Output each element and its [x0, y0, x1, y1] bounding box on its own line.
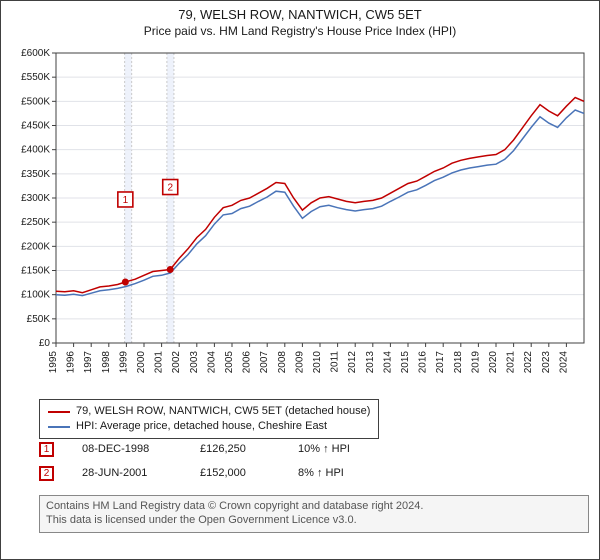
svg-text:2000: 2000 — [136, 351, 147, 374]
footer-line: This data is licensed under the Open Gov… — [46, 514, 582, 528]
svg-text:2023: 2023 — [541, 351, 552, 374]
sale-price: £152,000 — [200, 467, 270, 479]
footer-line: Contains HM Land Registry data © Crown c… — [46, 500, 582, 514]
price-chart: £0 £50K £100K £150K £200K £250K £300K £350K £400… — [8, 47, 594, 391]
svg-text:2021: 2021 — [506, 351, 517, 374]
sales-table: 1 08-DEC-1998 £126,250 10% ↑ HPI 2 28-JU… — [39, 437, 388, 485]
sale-date: 08-DEC-1998 — [82, 443, 172, 455]
sale-hpi-delta: 10% ↑ HPI — [298, 443, 388, 455]
svg-text:£300K: £300K — [21, 193, 50, 204]
svg-text:£100K: £100K — [21, 290, 50, 301]
svg-text:1996: 1996 — [66, 351, 77, 374]
svg-text:2003: 2003 — [189, 351, 200, 374]
svg-text:2008: 2008 — [277, 351, 288, 374]
svg-text:£450K: £450K — [21, 121, 50, 132]
svg-text:1995: 1995 — [48, 351, 59, 374]
chart-subtitle: Price paid vs. HM Land Registry's House … — [1, 24, 599, 38]
sale-marker-icon: 2 — [39, 466, 54, 481]
svg-text:1997: 1997 — [83, 351, 94, 374]
svg-text:2024: 2024 — [558, 351, 569, 374]
sale-price: £126,250 — [200, 443, 270, 455]
svg-text:£550K: £550K — [21, 72, 50, 83]
svg-text:£250K: £250K — [21, 217, 50, 228]
svg-text:2014: 2014 — [382, 351, 393, 374]
svg-text:2012: 2012 — [347, 351, 358, 374]
svg-text:2018: 2018 — [453, 351, 464, 374]
svg-text:2005: 2005 — [224, 351, 235, 374]
svg-text:2016: 2016 — [418, 351, 429, 374]
chart-title: 79, WELSH ROW, NANTWICH, CW5 5ET — [1, 7, 599, 22]
legend-item: HPI: Average price, detached house, Ches… — [48, 419, 370, 434]
legend-swatch-price — [48, 411, 70, 413]
svg-text:2020: 2020 — [488, 351, 499, 374]
svg-text:2007: 2007 — [259, 351, 270, 374]
svg-text:£600K: £600K — [21, 48, 50, 59]
license-footer: Contains HM Land Registry data © Crown c… — [39, 495, 589, 533]
svg-text:2019: 2019 — [470, 351, 481, 374]
chart-legend: 79, WELSH ROW, NANTWICH, CW5 5ET (detach… — [39, 399, 379, 439]
svg-text:2006: 2006 — [242, 351, 253, 374]
svg-text:2015: 2015 — [400, 351, 411, 374]
svg-text:£50K: £50K — [27, 314, 51, 325]
svg-text:£200K: £200K — [21, 241, 50, 252]
svg-text:2013: 2013 — [365, 351, 376, 374]
legend-label: 79, WELSH ROW, NANTWICH, CW5 5ET (detach… — [76, 405, 370, 418]
svg-text:£0: £0 — [39, 338, 51, 349]
legend-swatch-hpi — [48, 426, 70, 428]
svg-text:2004: 2004 — [206, 351, 217, 374]
legend-item: 79, WELSH ROW, NANTWICH, CW5 5ET (detach… — [48, 404, 370, 419]
svg-text:1999: 1999 — [118, 351, 129, 374]
legend-label: HPI: Average price, detached house, Ches… — [76, 420, 327, 433]
svg-text:1: 1 — [123, 195, 129, 206]
sale-marker-icon: 1 — [39, 442, 54, 457]
chart-header: 79, WELSH ROW, NANTWICH, CW5 5ET Price p… — [1, 1, 599, 40]
svg-text:£400K: £400K — [21, 145, 50, 156]
svg-text:£500K: £500K — [21, 96, 50, 107]
svg-text:2010: 2010 — [312, 351, 323, 374]
sale-date: 28-JUN-2001 — [82, 467, 172, 479]
svg-text:2011: 2011 — [330, 351, 341, 373]
svg-text:1998: 1998 — [101, 351, 112, 374]
svg-text:2002: 2002 — [171, 351, 182, 374]
svg-text:2017: 2017 — [435, 351, 446, 374]
sale-hpi-delta: 8% ↑ HPI — [298, 467, 388, 479]
table-row: 2 28-JUN-2001 £152,000 8% ↑ HPI — [39, 461, 388, 485]
svg-text:£150K: £150K — [21, 266, 50, 277]
svg-text:2022: 2022 — [523, 351, 534, 374]
svg-text:2001: 2001 — [154, 351, 165, 374]
svg-text:£350K: £350K — [21, 169, 50, 180]
svg-text:2: 2 — [167, 183, 173, 194]
chart-frame: 79, WELSH ROW, NANTWICH, CW5 5ET Price p… — [0, 0, 600, 560]
table-row: 1 08-DEC-1998 £126,250 10% ↑ HPI — [39, 437, 388, 461]
svg-text:2009: 2009 — [294, 351, 305, 374]
